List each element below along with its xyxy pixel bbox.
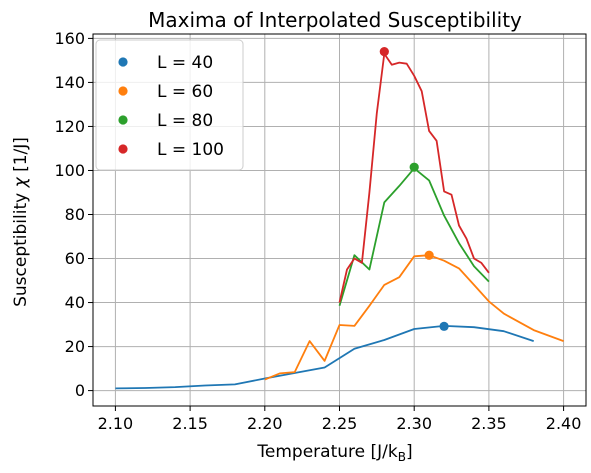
legend-label: L = 80	[157, 111, 213, 131]
x-axis-ticks: 2.10 2.15 2.20 2.25 2.30 2.35 2.40	[98, 406, 582, 433]
series-maxima	[379, 47, 449, 331]
y-tick-label: 40	[65, 293, 85, 312]
legend: L = 40 L = 60 L = 80 L = 100	[95, 39, 244, 171]
x-tick-label: 2.15	[172, 414, 208, 433]
legend-marker	[118, 144, 128, 154]
legend-box	[95, 39, 244, 171]
legend-marker	[118, 115, 128, 125]
y-tick-label: 80	[65, 205, 85, 224]
x-tick-label: 2.10	[98, 414, 134, 433]
series-lines	[115, 52, 564, 390]
series-line	[115, 324, 534, 390]
x-tick-label: 2.25	[322, 414, 358, 433]
legend-label: L = 40	[157, 53, 213, 73]
series-line	[264, 254, 564, 381]
x-tick-label: 2.40	[546, 414, 582, 433]
x-axis-label: Temperature [J/kB]	[256, 442, 412, 464]
y-axis-label: Susceptibility χ [1/J]	[11, 137, 31, 307]
y-tick-label: 140	[54, 73, 85, 92]
legend-label: L = 100	[157, 140, 224, 160]
series-max-point	[379, 47, 389, 57]
series-max-point	[409, 162, 419, 172]
y-tick-label: 100	[54, 161, 85, 180]
series-line	[338, 52, 490, 303]
y-tick-label: 160	[54, 29, 85, 48]
x-tick-label: 2.30	[396, 414, 432, 433]
x-tick-label: 2.20	[247, 414, 283, 433]
y-tick-label: 0	[75, 381, 85, 400]
legend-marker	[118, 57, 128, 67]
series-max-point	[424, 250, 434, 260]
series-max-point	[439, 321, 449, 331]
y-axis-ticks: 0 20 40 60 80 100 120 140 160	[54, 29, 93, 400]
y-tick-label: 120	[54, 117, 85, 136]
legend-marker	[118, 86, 128, 96]
chart-title: Maxima of Interpolated Susceptibility	[148, 8, 522, 32]
legend-label: L = 60	[157, 82, 213, 102]
y-tick-label: 20	[65, 337, 85, 356]
grid	[93, 34, 586, 406]
y-tick-label: 60	[65, 249, 85, 268]
x-tick-label: 2.35	[471, 414, 507, 433]
